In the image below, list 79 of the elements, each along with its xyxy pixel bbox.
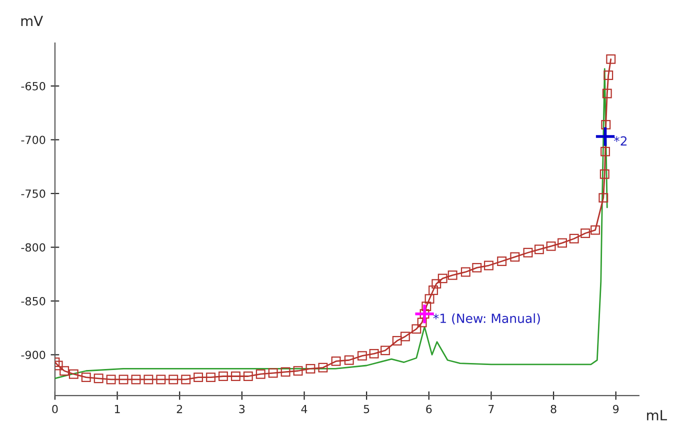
x-tick-label: 2 — [176, 404, 182, 414]
point — [497, 256, 507, 266]
x-axis-title: mL — [647, 410, 667, 420]
point — [218, 372, 228, 381]
point — [604, 70, 614, 80]
point — [428, 286, 438, 295]
y-tick-label: -700 — [21, 136, 46, 144]
point — [54, 360, 63, 370]
point — [472, 262, 482, 272]
point — [510, 252, 520, 262]
point — [392, 336, 402, 346]
point — [144, 374, 154, 384]
point — [243, 372, 253, 381]
y-axis-title: mV — [21, 16, 44, 26]
point — [400, 332, 410, 342]
x-tick-label: 0 — [52, 404, 58, 414]
point — [606, 54, 616, 64]
point — [601, 120, 611, 130]
point — [318, 362, 328, 372]
point — [380, 346, 390, 356]
x-tick-label: 4 — [301, 404, 308, 414]
point — [558, 238, 567, 248]
point — [438, 274, 448, 284]
point — [168, 374, 178, 384]
point — [68, 369, 78, 379]
point — [534, 244, 544, 254]
point — [94, 374, 104, 384]
point — [357, 351, 367, 361]
point — [600, 169, 610, 179]
point — [331, 356, 341, 366]
point — [194, 372, 204, 382]
x-tick-label: 1 — [114, 404, 120, 414]
point — [448, 270, 458, 280]
point — [156, 374, 166, 384]
point — [230, 372, 240, 381]
point — [569, 234, 579, 244]
point — [293, 366, 303, 376]
y-tick-label: -900 — [21, 350, 46, 360]
x-tick-label: 8 — [550, 404, 556, 414]
point — [590, 225, 600, 235]
point — [206, 372, 216, 382]
x-tick-label: 3 — [239, 404, 245, 414]
point — [344, 355, 354, 365]
y-tick-label: -750 — [21, 189, 46, 198]
point — [131, 374, 141, 384]
point — [417, 318, 427, 328]
point — [118, 374, 128, 384]
x-tick-label: 9 — [613, 404, 619, 414]
y-tick-label: -650 — [21, 82, 46, 90]
point — [598, 193, 608, 203]
point — [600, 146, 610, 156]
point — [460, 267, 470, 277]
point — [484, 260, 494, 270]
point — [580, 228, 590, 238]
x-tick-label: 7 — [488, 404, 494, 414]
point — [432, 279, 442, 289]
annotation: *2 — [614, 136, 627, 146]
point — [602, 88, 612, 98]
point — [424, 294, 434, 304]
point — [306, 364, 316, 374]
point — [420, 309, 430, 319]
x-tick-label: 6 — [426, 404, 432, 414]
point — [268, 368, 278, 378]
point — [546, 241, 556, 251]
point — [412, 324, 422, 334]
x-tick-label: 5 — [364, 404, 370, 414]
point — [369, 348, 379, 358]
y-tick-label: -800 — [21, 243, 46, 252]
point — [280, 367, 290, 377]
point — [523, 248, 533, 258]
y-tick-label: -850 — [21, 296, 46, 306]
point — [106, 374, 116, 384]
point — [256, 369, 266, 379]
annotation: *1 (New: Manual) — [433, 313, 540, 325]
point — [422, 302, 432, 312]
point — [60, 366, 70, 376]
point — [81, 372, 91, 382]
point — [181, 374, 191, 384]
point — [594, 126, 616, 148]
